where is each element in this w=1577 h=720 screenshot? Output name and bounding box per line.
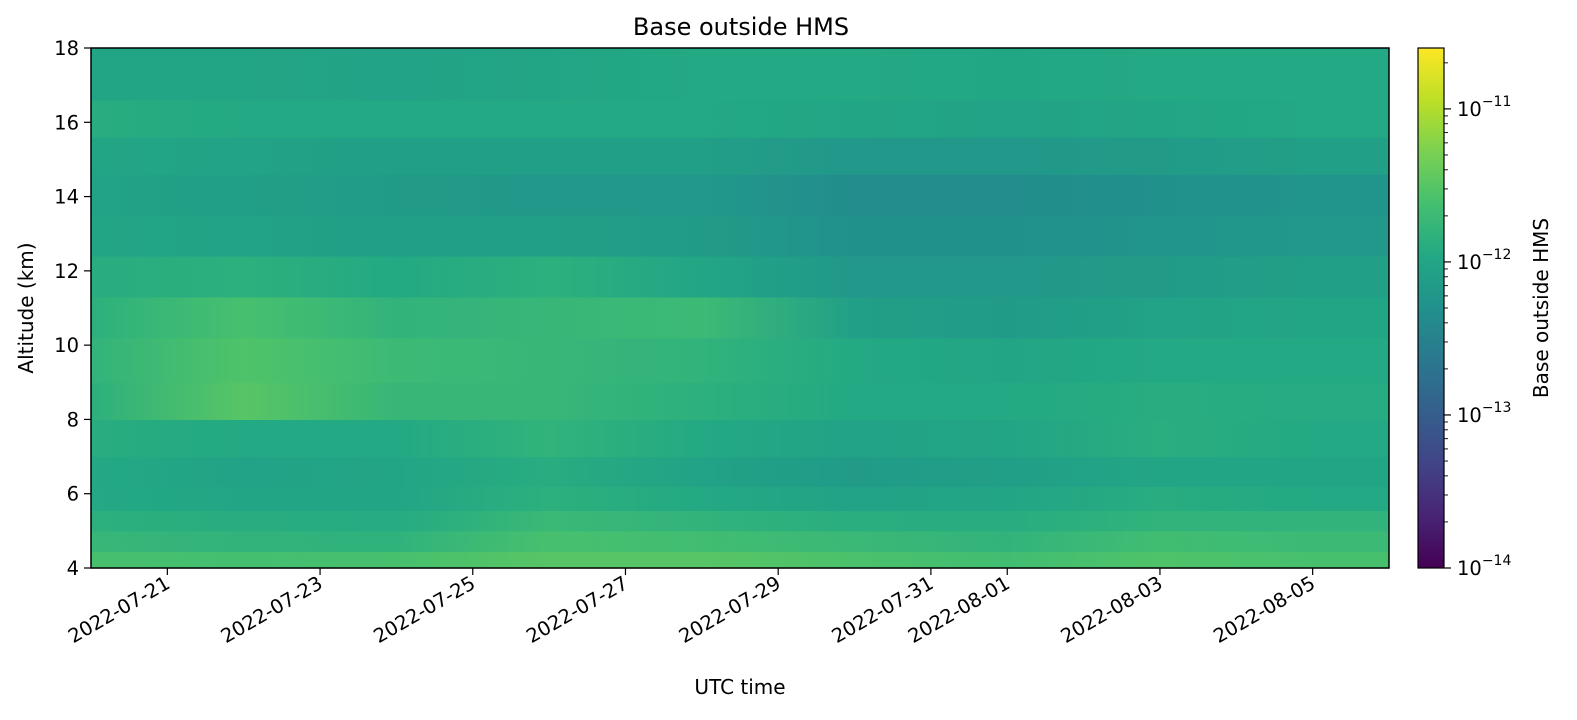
plot-area [91, 48, 1389, 569]
colorbar-tick-label: 10−11 [1457, 94, 1511, 121]
colorbar-gradient [1418, 48, 1444, 568]
y-tick-label: 16 [54, 111, 79, 134]
x-tick-label: 2022-08-05 [1210, 571, 1320, 648]
heatmap-band [91, 486, 1389, 512]
heatmap-band [91, 174, 1389, 216]
x-axis: 2022-07-21 2022-07-23 2022-07-25 2022-07-27… [64, 568, 1319, 648]
y-tick-label: 4 [67, 557, 79, 580]
heatmap-band [91, 456, 1389, 487]
x-tick-label: 2022-08-03 [1057, 571, 1167, 648]
heatmap-band [91, 337, 1389, 383]
heatmap-band [91, 551, 1389, 569]
heatmap-band [91, 137, 1389, 175]
plot-frame [90, 47, 1390, 569]
x-tick-label: 2022-07-25 [370, 571, 480, 648]
colorbar-label: Base outside HMS [1529, 218, 1553, 398]
x-tick-label: 2022-07-21 [64, 571, 174, 648]
x-tick-label: 2022-07-29 [675, 571, 785, 648]
heatmap-band [91, 48, 1389, 101]
heatmap-band [91, 215, 1389, 257]
y-tick-label: 12 [54, 260, 79, 283]
colorbar [1418, 48, 1444, 568]
y-tick-label: 18 [54, 37, 79, 60]
x-axis-label: UTC time [694, 675, 785, 699]
chart-title: Base outside HMS [633, 13, 849, 41]
y-tick-label: 14 [54, 186, 79, 209]
colorbar-axis: 10−14 10−13 10−12 10−11 [1444, 62, 1511, 580]
y-tick-label: 8 [67, 408, 79, 431]
colorbar-tick-label: 10−13 [1457, 400, 1511, 427]
colorbar-tick-label: 10−14 [1457, 553, 1511, 580]
y-tick-label: 6 [67, 483, 79, 506]
heatmap-band [91, 100, 1389, 138]
y-axis: 4 6 8 10 12 14 16 18 [54, 37, 91, 580]
heatmap-band [91, 256, 1389, 298]
x-tick-label: 2022-07-27 [522, 571, 632, 648]
colorbar-tick-label: 10−12 [1457, 247, 1511, 274]
heatmap-band [91, 296, 1389, 339]
heatmap-band [91, 382, 1389, 421]
y-tick-label: 10 [54, 334, 79, 357]
y-axis-label: Altitude (km) [14, 242, 38, 373]
x-tick-label: 2022-07-23 [217, 571, 327, 648]
heatmap-band [91, 530, 1389, 552]
heatmap-band [91, 419, 1389, 458]
heatmap-band [91, 510, 1389, 532]
